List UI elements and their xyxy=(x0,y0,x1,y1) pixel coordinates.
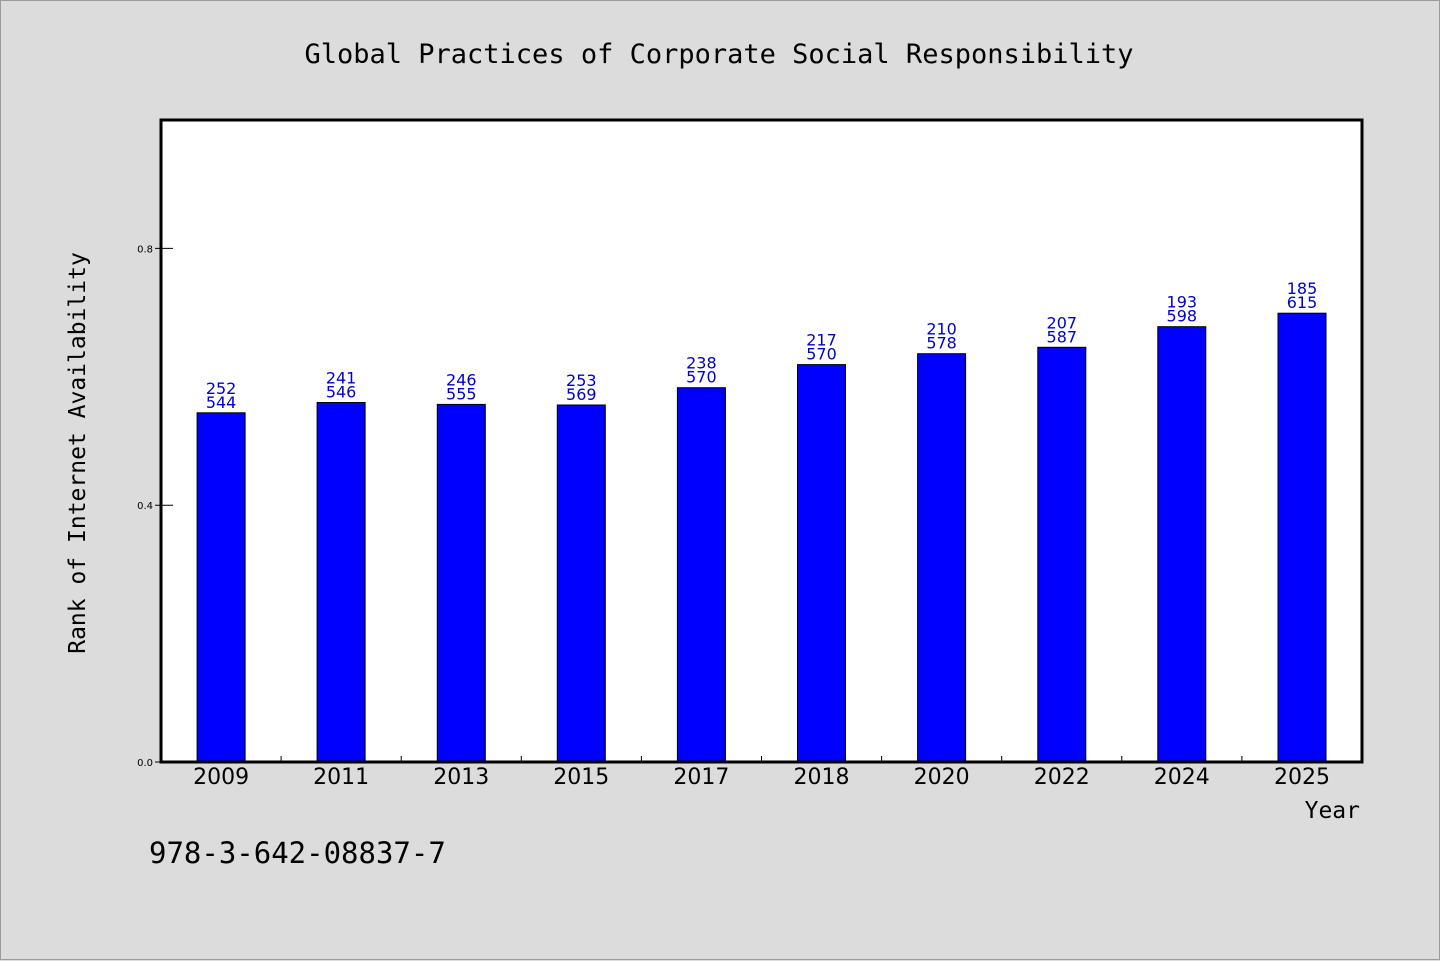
bar-label-bottom-2020: 578 xyxy=(926,334,957,353)
bar-label-bottom-2018: 570 xyxy=(806,345,837,364)
bar-2018 xyxy=(797,364,846,763)
bar-2017 xyxy=(676,387,726,763)
y-tick-label-0.4: 0.4 xyxy=(137,501,153,512)
bar-label-top-2015: 253 xyxy=(566,371,597,390)
bar-label-top-2013: 246 xyxy=(446,370,477,389)
y-tick-label-0.0: 0.0 xyxy=(137,758,153,769)
x-axis-label: Year xyxy=(1305,798,1360,824)
bar-2011 xyxy=(316,402,366,763)
plot-border xyxy=(159,118,1364,764)
x-tick-label-2013: 2013 xyxy=(433,765,489,790)
chart-title: Global Practices of Corporate Social Res… xyxy=(304,39,1133,70)
bar-2022 xyxy=(1037,346,1087,763)
bar-label-top-2017: 238 xyxy=(686,354,717,373)
x-tick-label-2024: 2024 xyxy=(1154,765,1210,790)
bar-label-top-2022: 207 xyxy=(1047,313,1078,332)
bar-label-bottom-2017: 570 xyxy=(686,368,717,387)
x-tick-label-2015: 2015 xyxy=(553,765,609,790)
bar-label-top-2009: 252 xyxy=(206,379,237,398)
bars-group: 2525442415462465552535692385702175702105… xyxy=(196,279,1327,763)
bar-2009 xyxy=(196,412,246,763)
x-tick-label-2020: 2020 xyxy=(914,765,970,790)
x-tick-label-2017: 2017 xyxy=(673,765,729,790)
bar-label-bottom-2024: 598 xyxy=(1167,307,1198,326)
x-tick-label-2009: 2009 xyxy=(193,765,249,790)
x-tick-label-2011: 2011 xyxy=(313,765,369,790)
x-tick-label-2022: 2022 xyxy=(1034,765,1090,790)
bar-label-top-2011: 241 xyxy=(326,369,357,388)
bar-label-bottom-2025: 615 xyxy=(1287,293,1318,312)
bar-label-bottom-2022: 587 xyxy=(1047,327,1078,346)
bar-2015 xyxy=(556,404,606,763)
isbn-text: 978-3-642-08837-7 xyxy=(149,836,446,870)
bar-2013 xyxy=(436,403,486,763)
bar-label-bottom-2015: 569 xyxy=(566,385,597,404)
bar-2025 xyxy=(1277,312,1327,763)
bar-label-bottom-2013: 555 xyxy=(446,384,477,403)
bar-label-top-2024: 193 xyxy=(1167,293,1198,312)
x-tick-label-2018: 2018 xyxy=(794,765,850,790)
y-tick-label-0.8: 0.8 xyxy=(137,244,153,255)
bar-label-top-2018: 217 xyxy=(806,331,837,350)
bar-2024 xyxy=(1157,326,1207,763)
y-axis-label: Rank of Internet Availability xyxy=(65,252,91,654)
bar-label-bottom-2009: 544 xyxy=(206,393,237,412)
bar-label-top-2020: 210 xyxy=(926,320,957,339)
x-tick-label-2025: 2025 xyxy=(1274,765,1330,790)
bar-label-top-2025: 185 xyxy=(1287,279,1318,298)
bar-2020 xyxy=(917,353,967,763)
bar-label-bottom-2011: 546 xyxy=(326,383,357,402)
